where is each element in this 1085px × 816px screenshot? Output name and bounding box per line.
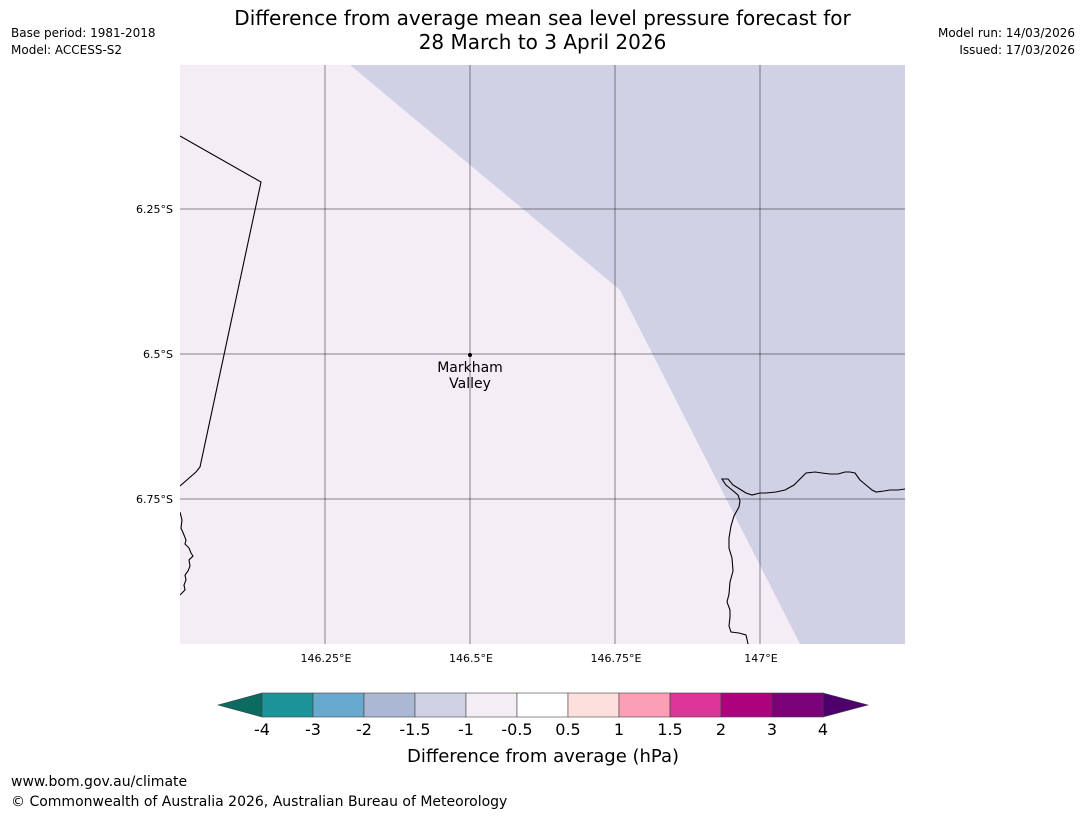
colorbar: -4 -3 -2 -1.5 -1 -0.5 0.5 1 1.5 2 3 4 Difference fr… [216, 692, 870, 767]
model-text: Model: ACCESS-S2 [11, 43, 123, 57]
colorbar-segment [669, 692, 722, 718]
colorbar-segment [465, 692, 518, 718]
colorbar-label: -1.5 [399, 720, 430, 739]
colorbar-label: 4 [818, 720, 828, 739]
colorbar-title: Difference from average (hPa) [407, 746, 679, 767]
colorbar-segment [312, 692, 365, 718]
colorbar-label: -2 [356, 720, 372, 739]
colorbar-segment [771, 692, 824, 718]
colorbar-segment [618, 692, 671, 718]
lon-tick-label: 146.25°E [301, 652, 352, 665]
model-run-text: Model run: 14/03/2026 [937, 26, 1075, 40]
meta-right: Model run: 14/03/2026 Issued: 17/03/2026 [938, 25, 1075, 59]
coastline-east [720, 471, 905, 644]
coastline-west [180, 511, 194, 596]
place-label-line-2: Valley [449, 376, 491, 392]
colorbar-label: 1 [614, 720, 624, 739]
place-marker: Markham Valley [437, 353, 503, 392]
lat-tick-label: 6.5°S [143, 348, 173, 361]
colorbar-labels: -4 -3 -2 -1.5 -1 -0.5 0.5 1 1.5 2 3 4 [254, 720, 828, 739]
colorbar-label: -4 [254, 720, 270, 739]
gridlines [180, 65, 905, 644]
colorbar-label: -3 [305, 720, 321, 739]
colorbar-low-extension [216, 692, 263, 718]
colorbar-label: 2 [716, 720, 726, 739]
map-panel: Markham Valley 146.25°E 146.5°E 146.75°E… [136, 65, 905, 665]
border-line-west [180, 135, 262, 487]
colorbar-segment [363, 692, 416, 718]
base-period-text: Base period: 1981-2018 [11, 26, 156, 40]
colorbar-high-extension [822, 692, 870, 718]
colorbar-segment [516, 692, 569, 718]
title-line-1: Difference from average mean sea level p… [234, 6, 851, 30]
colorbar-segment [261, 692, 314, 718]
place-label-line-1: Markham [437, 360, 503, 376]
title-line-2: 28 March to 3 April 2026 [418, 30, 667, 54]
colorbar-segments [261, 692, 824, 718]
colorbar-segment [567, 692, 620, 718]
coastlines [180, 135, 905, 644]
meta-left: Base period: 1981-2018 Model: ACCESS-S2 [11, 25, 156, 59]
colorbar-label: 1.5 [657, 720, 682, 739]
lon-tick-labels: 146.25°E 146.5°E 146.75°E 147°E [301, 652, 778, 665]
markham-valley-point [468, 353, 472, 357]
colorbar-segment [414, 692, 467, 718]
lat-tick-label: 6.25°S [136, 203, 173, 216]
lon-tick-label: 147°E [744, 652, 777, 665]
lon-tick-label: 146.5°E [449, 652, 493, 665]
colorbar-segment [720, 692, 773, 718]
pressure-anomaly-region [350, 65, 905, 644]
lat-tick-label: 6.75°S [136, 493, 173, 506]
lat-tick-labels: 6.25°S 6.5°S 6.75°S [136, 203, 173, 506]
lon-tick-label: 146.75°E [591, 652, 642, 665]
colorbar-label: 0.5 [555, 720, 580, 739]
colorbar-label: -0.5 [501, 720, 532, 739]
website-link[interactable]: www.bom.gov.au/climate [11, 774, 188, 790]
colorbar-label: -1 [458, 720, 474, 739]
chart-title: Difference from average mean sea level p… [170, 6, 915, 54]
copyright-text: © Commonwealth of Australia 2026, Austra… [11, 794, 508, 810]
colorbar-label: 3 [767, 720, 777, 739]
issued-text: Issued: 17/03/2026 [959, 43, 1075, 57]
